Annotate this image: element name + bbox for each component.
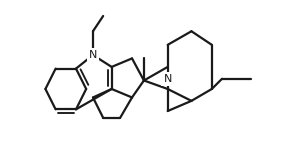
Text: N: N bbox=[89, 50, 97, 60]
Text: N: N bbox=[164, 74, 172, 84]
